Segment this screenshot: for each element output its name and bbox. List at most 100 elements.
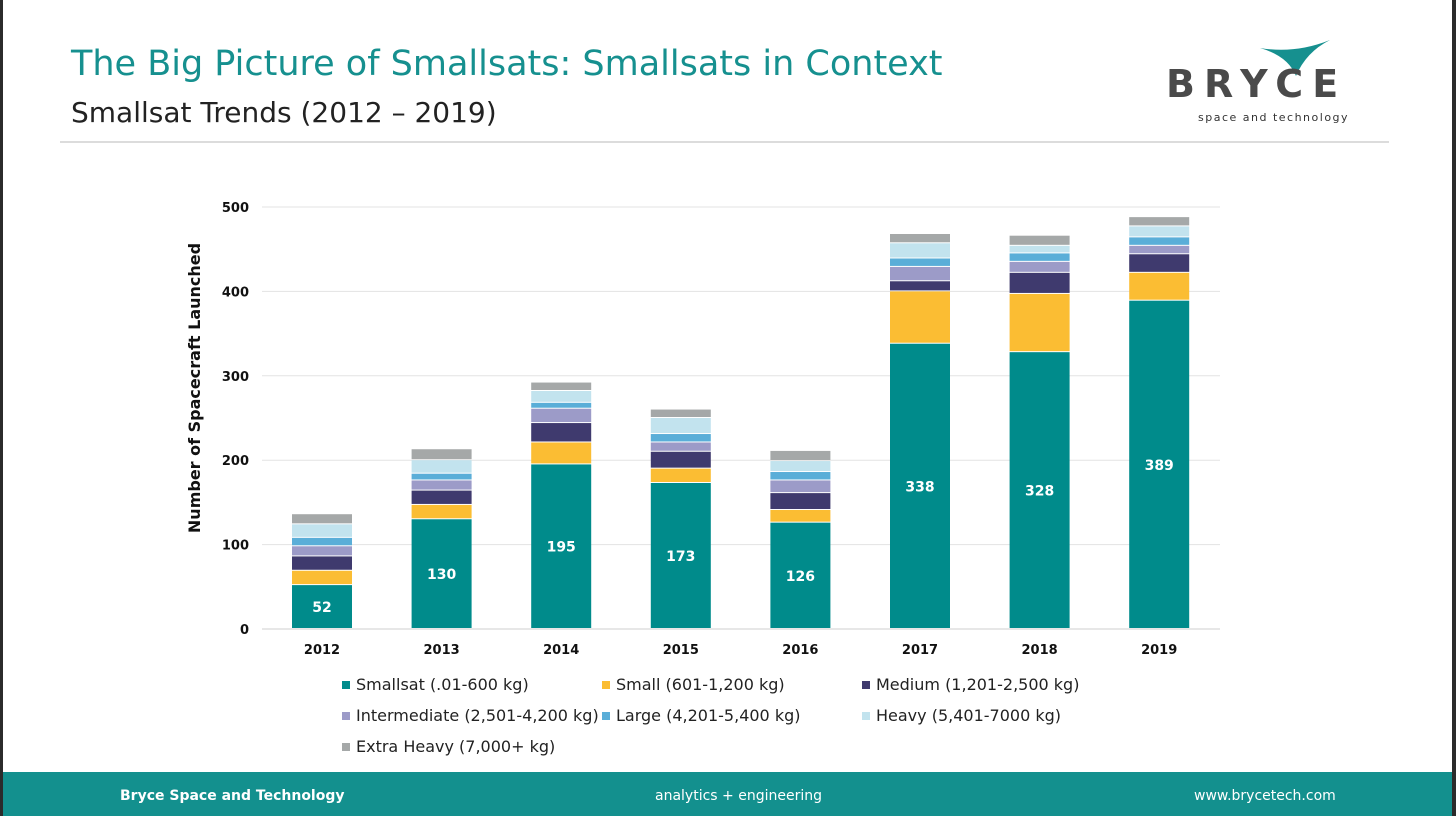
- page-title: The Big Picture of Smallsats: Smallsats …: [71, 44, 943, 84]
- stacked-bar-chart: 0 100 200 300 400 500 52 130 195 173 126 338 328 389…: [185, 201, 1220, 658]
- bar-segment-2016-s4: [770, 472, 831, 480]
- legend-label: Heavy (5,401-7000 kg): [876, 706, 1061, 725]
- bar-segment-2019-s4: [1129, 237, 1190, 245]
- bryce-logo: BRYCE space and technology: [1160, 40, 1392, 130]
- bar-segment-2012-s2: [292, 556, 352, 570]
- legend-swatch: [342, 712, 350, 720]
- x-tick-label: 2014: [543, 643, 579, 658]
- y-tick-label: 100: [222, 539, 249, 554]
- bar-segment-2016-s2: [770, 493, 831, 509]
- bar-value-label: 328: [1025, 484, 1054, 500]
- bar-segment-2016-s1: [770, 509, 831, 522]
- legend-item: Extra Heavy (7,000+ kg): [342, 737, 555, 756]
- x-tick-label: 2019: [1141, 643, 1177, 658]
- legend-label: Medium (1,201-2,500 kg): [876, 675, 1080, 694]
- legend-label: Intermediate (2,501-4,200 kg): [356, 706, 599, 725]
- x-tick-label: 2012: [304, 643, 340, 658]
- x-tick-label: 2016: [782, 643, 818, 658]
- legend-label: Smallsat (.01-600 kg): [356, 675, 529, 694]
- bar-segment-2018-s1: [1009, 293, 1070, 352]
- bar-segment-2017-s2: [890, 281, 950, 291]
- bar-segment-2019-s6: [1129, 217, 1190, 226]
- legend-label: Small (601-1,200 kg): [616, 675, 785, 694]
- footer-bar: Bryce Space and Technology analytics + e…: [3, 772, 1452, 816]
- bar-segment-2016-s5: [770, 461, 831, 472]
- bar-value-label: 130: [427, 567, 456, 583]
- bar-segment-2016-s6: [770, 450, 831, 461]
- footer-website-link[interactable]: www.brycetech.com: [1194, 788, 1336, 804]
- bar-segment-2014-s1: [531, 442, 592, 464]
- y-axis-label: Number of Spacecraft Launched: [185, 243, 204, 533]
- bar-segment-2019-s1: [1129, 272, 1190, 300]
- legend-swatch: [602, 712, 610, 720]
- y-tick-label: 300: [222, 370, 249, 385]
- bar-segment-2019-s3: [1129, 245, 1190, 254]
- bar-segment-2014-s4: [531, 402, 592, 408]
- x-tick-label: 2015: [663, 643, 699, 658]
- legend-swatch: [602, 681, 610, 689]
- bar-segment-2015-s2: [650, 451, 711, 468]
- x-tick-label: 2018: [1022, 643, 1058, 658]
- bar-segment-2012-s1: [292, 570, 352, 585]
- legend-label: Large (4,201-5,400 kg): [616, 706, 801, 725]
- bar-segment-2017-s3: [890, 266, 950, 281]
- y-tick-label: 200: [222, 454, 249, 469]
- bar-segment-2017-s6: [890, 234, 950, 243]
- bar-segment-2019-s2: [1129, 254, 1190, 272]
- bar-value-label: 195: [547, 540, 576, 556]
- legend-item: Medium (1,201-2,500 kg): [862, 675, 1079, 694]
- bar-segment-2014-s2: [531, 423, 592, 442]
- bar-segment-2013-s6: [411, 449, 472, 460]
- bar-segment-2018-s6: [1009, 235, 1070, 245]
- y-tick-label: 500: [222, 201, 249, 216]
- y-tick-label: 0: [240, 623, 249, 638]
- legend-item: Small (601-1,200 kg): [602, 675, 785, 694]
- bar-segment-2012-s4: [292, 537, 352, 546]
- legend-item: Intermediate (2,501-4,200 kg): [342, 706, 599, 725]
- bar-segment-2017-s1: [890, 291, 950, 343]
- legend-swatch: [342, 681, 350, 689]
- bar-segment-2013-s0: [411, 519, 472, 628]
- bar-segment-2014-s5: [531, 390, 592, 402]
- logo-swoosh-icon: [1260, 40, 1330, 76]
- logo-tagline: space and technology: [1198, 111, 1350, 124]
- legend-item: Smallsat (.01-600 kg): [342, 675, 529, 694]
- bar-segment-2013-s4: [411, 473, 472, 480]
- chart-legend: Smallsat (.01-600 kg) Small (601-1,200 kg…: [342, 675, 1122, 775]
- bar-value-label: 173: [666, 549, 695, 565]
- bar-segment-2018-s2: [1009, 272, 1070, 293]
- bar-segment-2015-s1: [650, 468, 711, 482]
- bar-segment-2014-s0: [531, 464, 592, 628]
- legend-item: Heavy (5,401-7000 kg): [862, 706, 1061, 725]
- bar-segment-2012-s3: [292, 546, 352, 556]
- bar-segment-2015-s4: [650, 434, 711, 442]
- bar-segment-2018-s0: [1009, 352, 1070, 628]
- bar-segment-2016-s0: [770, 522, 831, 628]
- bar-segment-2013-s1: [411, 504, 472, 519]
- bar-segment-2015-s6: [650, 409, 711, 417]
- bar-segment-2018-s3: [1009, 261, 1070, 272]
- bar-segment-2018-s4: [1009, 253, 1070, 261]
- bar-segment-2015-s3: [650, 442, 711, 451]
- legend-label: Extra Heavy (7,000+ kg): [356, 737, 556, 756]
- bar-segment-2013-s3: [411, 480, 472, 490]
- bar-segment-2012-s6: [292, 514, 352, 524]
- window-edge-right: [1452, 0, 1456, 816]
- logo-wordmark: BRYCE: [1166, 62, 1348, 106]
- y-tick-label: 400: [222, 285, 249, 300]
- bar-segment-2014-s6: [531, 382, 592, 390]
- bar-value-label: 52: [312, 600, 331, 616]
- bar-segment-2012-s0: [292, 585, 352, 628]
- bar-segment-2012-s5: [292, 524, 352, 537]
- bar-value-label: 338: [905, 479, 934, 495]
- bar-segment-2018-s5: [1009, 245, 1070, 253]
- footer-company: Bryce Space and Technology: [120, 788, 345, 804]
- bar-segment-2019-s5: [1129, 226, 1190, 237]
- bar-segment-2017-s0: [890, 343, 950, 628]
- bar-segment-2017-s4: [890, 258, 950, 266]
- bar-value-label: 389: [1145, 458, 1174, 474]
- bar-segment-2016-s3: [770, 480, 831, 493]
- bar-segment-2014-s3: [531, 408, 592, 423]
- footer-tagline: analytics + engineering: [655, 788, 822, 804]
- bar-segment-2015-s5: [650, 418, 711, 434]
